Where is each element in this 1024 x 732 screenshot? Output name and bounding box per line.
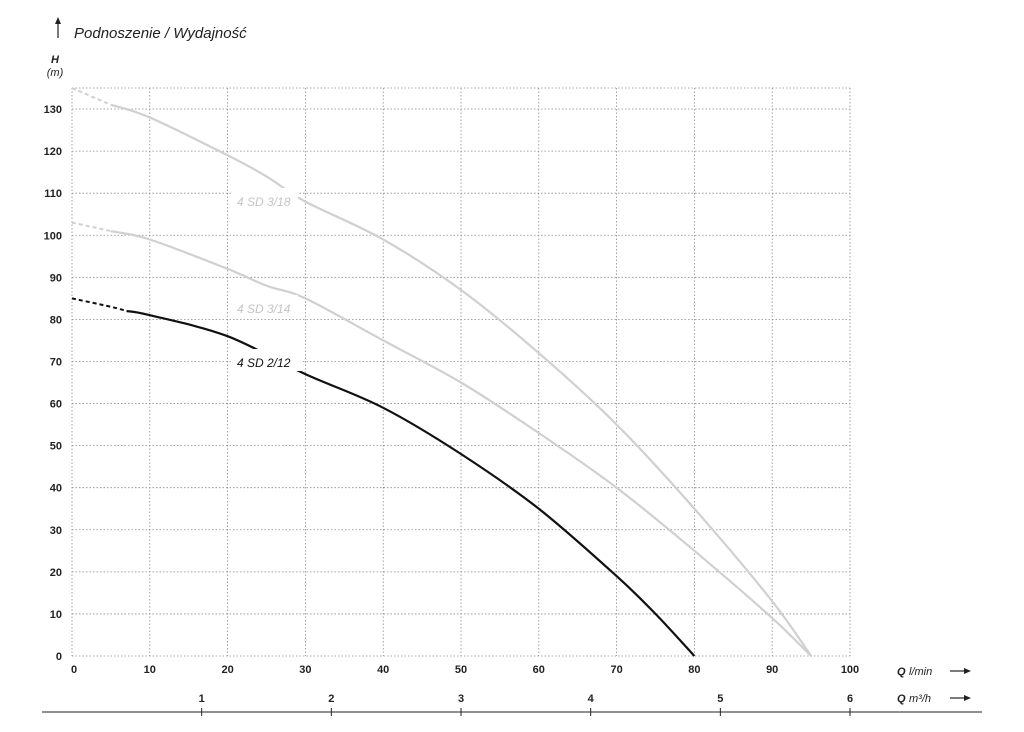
x-axis-label-unit: l/min xyxy=(909,666,932,678)
y-ticks: 0 10 20 30 40 50 60 70 80 90 100 110 120 130 xyxy=(44,104,62,663)
series-line-dashed xyxy=(71,297,127,312)
secondary-x-tick-label: 1 xyxy=(199,693,205,705)
x-tick-label: 50 xyxy=(455,664,467,676)
x-ticks: 0 10 20 30 40 50 60 70 80 90 100 xyxy=(71,664,859,676)
x-tick-label: 80 xyxy=(688,664,700,676)
x2-axis-arrow-icon xyxy=(950,695,971,701)
chart-title: Podnoszenie / Wydajność xyxy=(74,25,247,42)
y-tick-label: 40 xyxy=(50,483,62,495)
x-axis-label-q: Q xyxy=(897,666,906,678)
y-tick-label: 100 xyxy=(44,230,62,242)
secondary-x-tick-label: 4 xyxy=(588,693,595,705)
secondary-x-tick-label: 5 xyxy=(717,693,723,705)
secondary-x-ticks: 1 2 3 4 5 6 xyxy=(199,693,853,716)
y-tick-label: 110 xyxy=(44,188,62,200)
y-tick-label: 120 xyxy=(44,146,62,158)
series-label: 4 SD 2/12 xyxy=(237,356,291,370)
series-label: 4 SD 3/14 xyxy=(237,302,291,316)
x-tick-label: 100 xyxy=(841,664,859,676)
series-label: 4 SD 3/18 xyxy=(237,195,291,209)
y-tick-label: 90 xyxy=(50,272,62,284)
grid xyxy=(71,87,851,657)
y-tick-label: 60 xyxy=(50,399,62,411)
secondary-x-tick-label: 2 xyxy=(328,693,334,705)
y-axis-unit: (m) xyxy=(47,67,64,79)
y-tick-label: 80 xyxy=(50,314,62,326)
y-tick-label: 20 xyxy=(50,567,62,579)
y-axis-arrow-icon xyxy=(55,17,61,38)
x-tick-label: 0 xyxy=(71,664,77,676)
x-tick-label: 20 xyxy=(221,664,233,676)
series-line-dashed xyxy=(71,221,112,233)
x2-axis-label-unit: m³/h xyxy=(909,693,931,705)
x2-axis-label-q: Q xyxy=(897,693,906,705)
series-line xyxy=(110,230,812,657)
y-tick-label: 130 xyxy=(44,104,62,116)
series-line xyxy=(126,309,696,657)
curve-label-background xyxy=(232,349,302,371)
y-tick-label: 30 xyxy=(50,525,62,537)
x-tick-label: 10 xyxy=(144,664,156,676)
y-tick-label: 70 xyxy=(50,356,62,368)
series-line xyxy=(110,103,812,657)
y-tick-label: 10 xyxy=(50,609,62,621)
secondary-x-tick-label: 6 xyxy=(847,693,853,705)
x-tick-label: 90 xyxy=(766,664,778,676)
curve-labels: 4 SD 3/18 4 SD 3/14 4 SD 2/12 xyxy=(232,188,302,371)
secondary-x-tick-label: 3 xyxy=(458,693,464,705)
y-tick-label: 50 xyxy=(50,441,62,453)
series-line-dashed xyxy=(71,87,112,106)
x-tick-label: 30 xyxy=(299,664,311,676)
curve-label-background xyxy=(232,188,298,210)
y-tick-label: 0 xyxy=(56,651,62,663)
y-axis-label: H xyxy=(51,54,60,66)
x-tick-label: 70 xyxy=(610,664,622,676)
x-axis-arrow-icon xyxy=(950,668,971,674)
curves xyxy=(71,87,812,657)
x-tick-label: 40 xyxy=(377,664,389,676)
curve-label-background xyxy=(232,295,298,317)
x-tick-label: 60 xyxy=(533,664,545,676)
